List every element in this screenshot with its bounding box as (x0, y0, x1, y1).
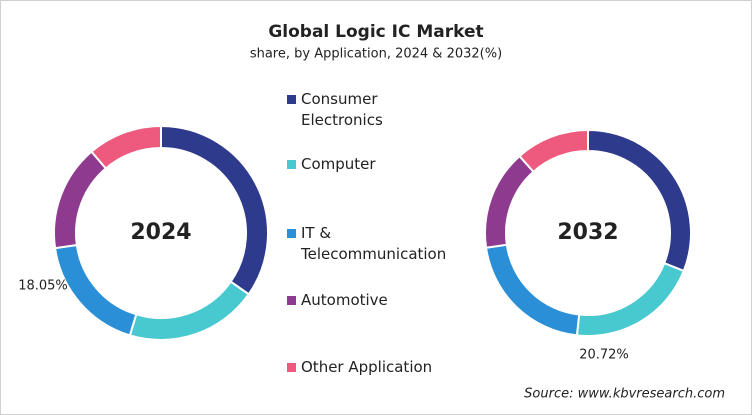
legend-label: Automotive (301, 291, 388, 309)
legend-label: Other Application (301, 358, 433, 376)
legend-label: Computer (301, 155, 376, 173)
donut-segment (53, 150, 108, 250)
legend-swatch (287, 160, 296, 169)
donut-segment (587, 128, 692, 273)
donut-center-label: 2032 (557, 220, 618, 245)
data-label: 18.05% (18, 279, 68, 294)
data-label: 20.72% (579, 348, 629, 363)
legend-swatch (287, 95, 296, 104)
legend-swatch (287, 229, 296, 238)
donut-segment (518, 128, 589, 174)
donut-segment (160, 124, 269, 296)
source: Source: www.kbvresearch.com (524, 387, 725, 402)
donut-segment (575, 261, 686, 337)
donut-segment (90, 124, 162, 170)
legend-swatch (287, 296, 296, 305)
legend-swatch (287, 363, 296, 372)
donut-segment (484, 243, 581, 337)
legend-label: Consumer Electronics (301, 90, 383, 129)
donut-segment (128, 280, 251, 341)
chart-title: Global Logic IC Market (268, 22, 483, 42)
chart-subtitle: share, by Application, 2024 & 2032(%) (250, 47, 502, 62)
donut-segment (484, 154, 535, 249)
donut-center-label: 2024 (130, 220, 191, 245)
legend-label: IT & Telecommunication (301, 224, 447, 263)
